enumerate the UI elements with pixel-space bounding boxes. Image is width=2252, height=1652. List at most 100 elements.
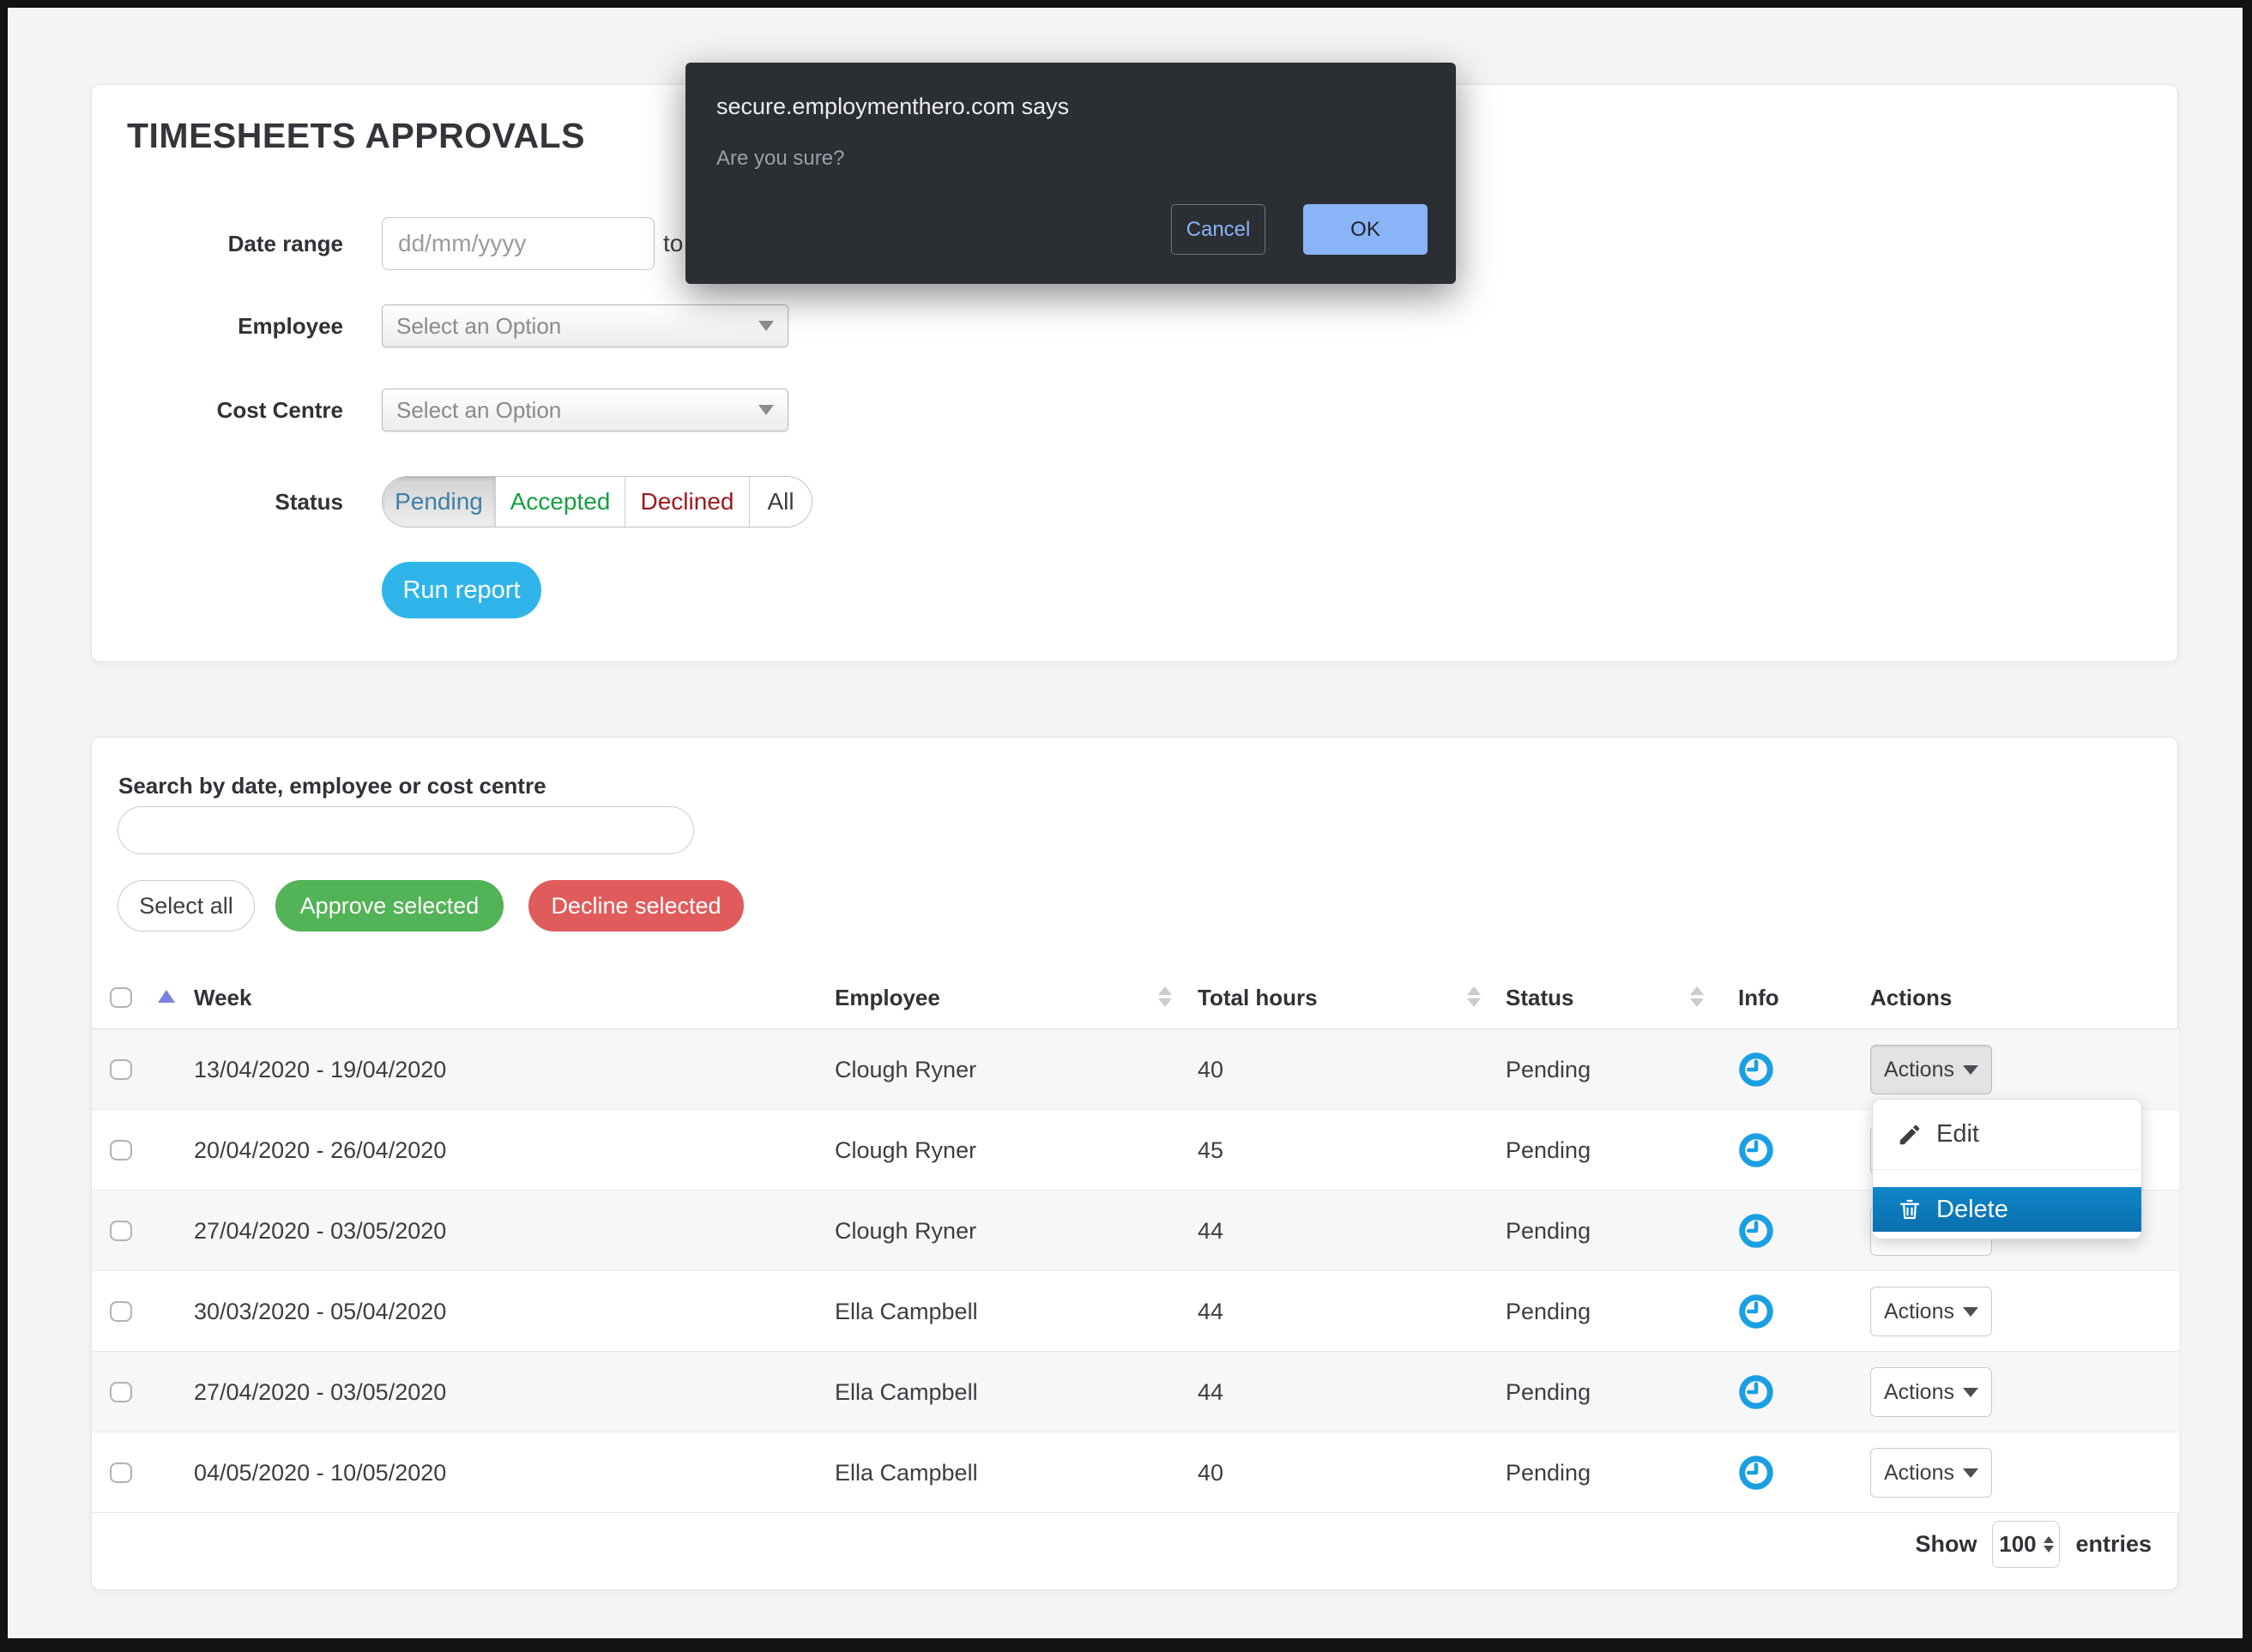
page-title: TIMESHEETS APPROVALS xyxy=(127,116,585,155)
entries-label: entries xyxy=(2075,1530,2152,1557)
search-input[interactable] xyxy=(118,806,694,854)
row-actions-button[interactable]: Actions xyxy=(1870,1448,1992,1498)
table-row: 20/04/2020 - 26/04/2020 Clough Ryner 45 … xyxy=(92,1110,2179,1191)
table-row: 27/04/2020 - 03/05/2020 Clough Ryner 44 … xyxy=(92,1191,2179,1271)
column-header-status[interactable]: Status xyxy=(1506,984,1574,1010)
decline-selected-button[interactable]: Decline selected xyxy=(528,880,744,932)
row-week: 27/04/2020 - 03/05/2020 xyxy=(194,1217,447,1244)
status-option-pending[interactable]: Pending xyxy=(383,477,496,527)
row-info xyxy=(1738,1352,1774,1432)
dialog-title: secure.employmenthero.com says xyxy=(716,93,1070,119)
row-actions-button-label: Actions xyxy=(1884,1299,1954,1323)
row-actions-button-label: Actions xyxy=(1884,1379,1954,1404)
row-checkbox-wrap xyxy=(110,1432,132,1513)
ok-button[interactable]: OK xyxy=(1303,204,1428,255)
row-checkbox[interactable] xyxy=(110,1221,132,1241)
cost-centre-select[interactable]: Select an Option xyxy=(382,389,788,431)
clock-icon[interactable] xyxy=(1738,1213,1774,1249)
row-actions-cell: Actions xyxy=(1870,1432,1992,1513)
row-employee: Clough Ryner xyxy=(835,1137,977,1163)
row-checkbox[interactable] xyxy=(110,1382,132,1402)
row-checkbox[interactable] xyxy=(110,1059,132,1080)
status-option-accepted[interactable]: Accepted xyxy=(496,477,625,527)
row-actions-button[interactable]: Actions xyxy=(1870,1367,1992,1417)
row-week: 30/03/2020 - 05/04/2020 xyxy=(194,1298,447,1324)
menu-item-edit-label: Edit xyxy=(1936,1120,1979,1148)
row-week: 27/04/2020 - 03/05/2020 xyxy=(194,1378,447,1405)
menu-item-edit[interactable]: Edit xyxy=(1873,1100,2141,1170)
row-checkbox-wrap xyxy=(110,1029,132,1110)
row-actions-button[interactable]: Actions xyxy=(1870,1287,1992,1336)
table-row: 27/04/2020 - 03/05/2020 Ella Campbell 44… xyxy=(92,1352,2179,1432)
show-label: Show xyxy=(1915,1530,1977,1557)
sort-toggle-icon[interactable] xyxy=(1467,986,1481,1007)
page-size-value: 100 xyxy=(1999,1530,2037,1557)
select-all-button[interactable]: Select all xyxy=(118,880,255,932)
status-option-declined[interactable]: Declined xyxy=(625,477,750,527)
status-toggle-group: Pending Accepted Declined All xyxy=(382,476,812,528)
chevron-down-icon xyxy=(758,321,774,331)
timesheets-results-panel: Search by date, employee or cost centre … xyxy=(91,737,2179,1590)
column-header-actions: Actions xyxy=(1870,984,1953,1010)
column-header-week[interactable]: Week xyxy=(194,984,252,1010)
menu-item-delete-label: Delete xyxy=(1936,1195,2008,1223)
row-employee: Clough Ryner xyxy=(835,1217,977,1244)
row-checkbox[interactable] xyxy=(110,1301,132,1322)
cancel-button[interactable]: Cancel xyxy=(1171,204,1265,255)
row-info xyxy=(1738,1110,1774,1191)
clock-icon[interactable] xyxy=(1738,1455,1774,1491)
clock-icon[interactable] xyxy=(1738,1052,1774,1088)
row-status: Pending xyxy=(1506,1459,1591,1486)
table-header: Week Employee Total hours Status Info Ac… xyxy=(92,966,2179,1029)
row-actions-cell: Actions xyxy=(1870,1029,1992,1110)
sort-toggle-icon[interactable] xyxy=(1690,986,1704,1007)
cost-centre-select-value: Select an Option xyxy=(396,396,562,423)
row-checkbox[interactable] xyxy=(110,1462,132,1483)
clock-icon[interactable] xyxy=(1738,1374,1774,1410)
status-option-all[interactable]: All xyxy=(750,477,812,527)
menu-item-delete[interactable]: Delete xyxy=(1873,1187,2141,1232)
row-checkbox-wrap xyxy=(110,1352,132,1432)
chevron-down-icon xyxy=(758,405,774,415)
date-range-to-label: to xyxy=(663,230,684,256)
row-status: Pending xyxy=(1506,1378,1591,1405)
sort-ascending-icon[interactable] xyxy=(158,990,175,1003)
employee-select[interactable]: Select an Option xyxy=(382,304,788,347)
run-report-button[interactable]: Run report xyxy=(382,562,541,618)
chevron-down-icon xyxy=(1962,1468,1978,1478)
column-header-info: Info xyxy=(1738,984,1779,1010)
row-employee: Clough Ryner xyxy=(835,1056,977,1082)
row-employee: Ella Campbell xyxy=(835,1459,978,1486)
chevron-down-icon xyxy=(1962,1387,1978,1397)
row-status: Pending xyxy=(1506,1298,1591,1324)
row-week: 04/05/2020 - 10/05/2020 xyxy=(194,1459,447,1486)
date-range-start-input[interactable] xyxy=(382,217,655,270)
row-total-hours: 44 xyxy=(1198,1378,1224,1405)
row-total-hours: 44 xyxy=(1198,1298,1224,1324)
dialog-message: Are you sure? xyxy=(716,147,845,170)
row-actions-cell: Actions xyxy=(1870,1271,1992,1352)
approve-selected-button[interactable]: Approve selected xyxy=(275,880,504,932)
clock-icon[interactable] xyxy=(1738,1132,1774,1168)
row-week: 20/04/2020 - 26/04/2020 xyxy=(194,1137,447,1163)
row-info xyxy=(1738,1029,1774,1110)
page-size-select[interactable]: 100 xyxy=(1992,1520,2061,1568)
row-actions-button-label: Actions xyxy=(1884,1460,1954,1485)
row-actions-button[interactable]: Actions xyxy=(1870,1045,1992,1094)
select-all-checkbox[interactable] xyxy=(110,987,132,1008)
employee-select-value: Select an Option xyxy=(396,312,562,339)
column-header-employee[interactable]: Employee xyxy=(835,984,940,1010)
sort-toggle-icon[interactable] xyxy=(1158,986,1172,1007)
status-label: Status xyxy=(275,488,343,515)
table-row: 13/04/2020 - 19/04/2020 Clough Ryner 40 … xyxy=(92,1029,2179,1110)
table-row: 30/03/2020 - 05/04/2020 Ella Campbell 44… xyxy=(92,1271,2179,1352)
row-info xyxy=(1738,1432,1774,1513)
clock-icon[interactable] xyxy=(1738,1293,1774,1329)
row-checkbox[interactable] xyxy=(110,1140,132,1161)
table-footer: Show 100 entries xyxy=(1915,1514,2152,1574)
chevron-down-icon xyxy=(1962,1306,1978,1317)
column-header-total-hours[interactable]: Total hours xyxy=(1198,984,1318,1010)
row-employee: Ella Campbell xyxy=(835,1298,978,1324)
pencil-icon xyxy=(1899,1124,1920,1144)
